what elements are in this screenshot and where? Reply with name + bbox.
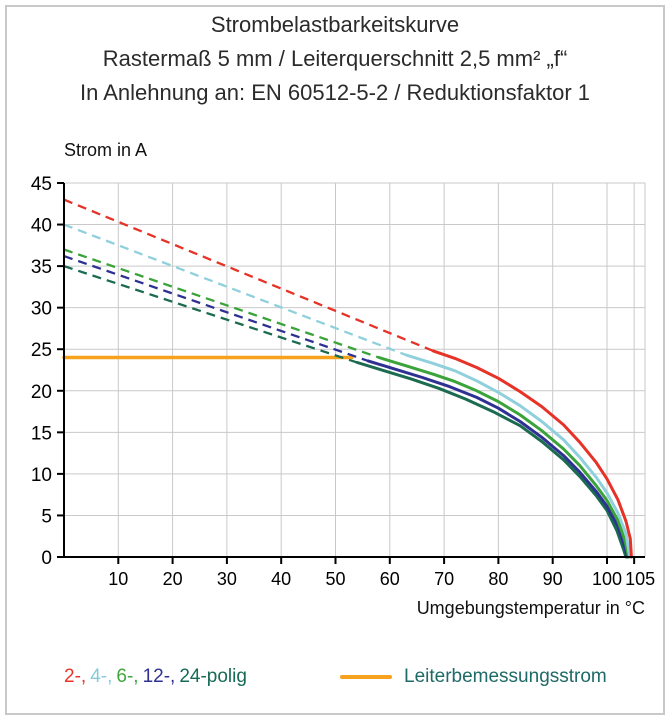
curve-12-polig-dashed	[63, 255, 369, 362]
x-tick-label: 30	[217, 569, 237, 589]
x-tick-label: 50	[325, 569, 345, 589]
legend-pole-counts: 2-, 4-, 6-, 12-, 24-polig	[64, 666, 251, 688]
curve-2-polig-solid	[431, 349, 633, 559]
x-tick-label: 90	[543, 569, 563, 589]
x-tick-label: 20	[163, 569, 183, 589]
y-tick-label: 25	[31, 340, 52, 361]
legend-rated-current: Leiterbemessungsstrom	[340, 666, 607, 688]
x-tick-label: 80	[488, 569, 508, 589]
legend-pole-item: 2-,	[64, 666, 87, 687]
y-tick-label: 10	[31, 465, 52, 486]
curve-6-polig-dashed	[63, 248, 380, 359]
y-tick-label: 0	[41, 548, 52, 569]
x-tick-label: 40	[271, 569, 291, 589]
y-tick-label: 45	[31, 174, 52, 195]
chart-title: Strombelastbarkeitskurve	[210, 12, 460, 37]
y-axis-title: Strom in A	[64, 140, 148, 160]
axes: 0 5 10 15 20 25 30 35 40 45 10 20 30 40 50 60 70 80 90 100 1…	[31, 174, 655, 589]
x-axis-title: Umgebungstemperatur in °C	[416, 598, 645, 618]
curve-6-polig-solid	[377, 356, 631, 559]
curve-4-polig-solid	[404, 353, 632, 559]
y-tick-label: 20	[31, 382, 52, 403]
y-tick-label: 15	[31, 423, 52, 444]
curve-12-polig-solid	[366, 359, 630, 559]
chart-subtitle-spec: Rastermaß 5 mm / Leiterquerschnitt 2,5 m…	[102, 46, 568, 71]
legend-pole-item: 12-,	[142, 666, 176, 687]
rated-current-line-swatch	[340, 675, 392, 679]
x-tick-label: 100	[592, 569, 622, 589]
y-tick-label: 30	[31, 299, 52, 320]
x-tick-label: 60	[380, 569, 400, 589]
chart-subtitle-norm: In Anlehnung an: EN 60512-5-2 / Reduktio…	[79, 80, 590, 105]
y-tick-label: 35	[31, 257, 52, 278]
y-tick-label: 5	[41, 506, 52, 527]
curve-24-polig-dashed	[63, 265, 358, 364]
legend-pole-item: 6-,	[116, 666, 139, 687]
x-tick-label: 105	[625, 569, 655, 589]
curve-4-polig-dashed	[63, 223, 407, 357]
legend-pole-item: 4-,	[90, 666, 113, 687]
y-tick-label: 40	[31, 216, 52, 237]
x-tick-label: 10	[108, 569, 128, 589]
curve-24-polig-solid	[355, 361, 628, 559]
rated-current-label: Leiterbemessungsstrom	[404, 666, 607, 687]
curve-2-polig-dashed	[63, 198, 434, 352]
legend-pole-item: 24-polig	[179, 666, 247, 687]
x-tick-label: 70	[434, 569, 454, 589]
gridlines	[64, 182, 646, 557]
title-block: Strombelastbarkeitskurve Rastermaß 5 mm …	[0, 8, 670, 110]
